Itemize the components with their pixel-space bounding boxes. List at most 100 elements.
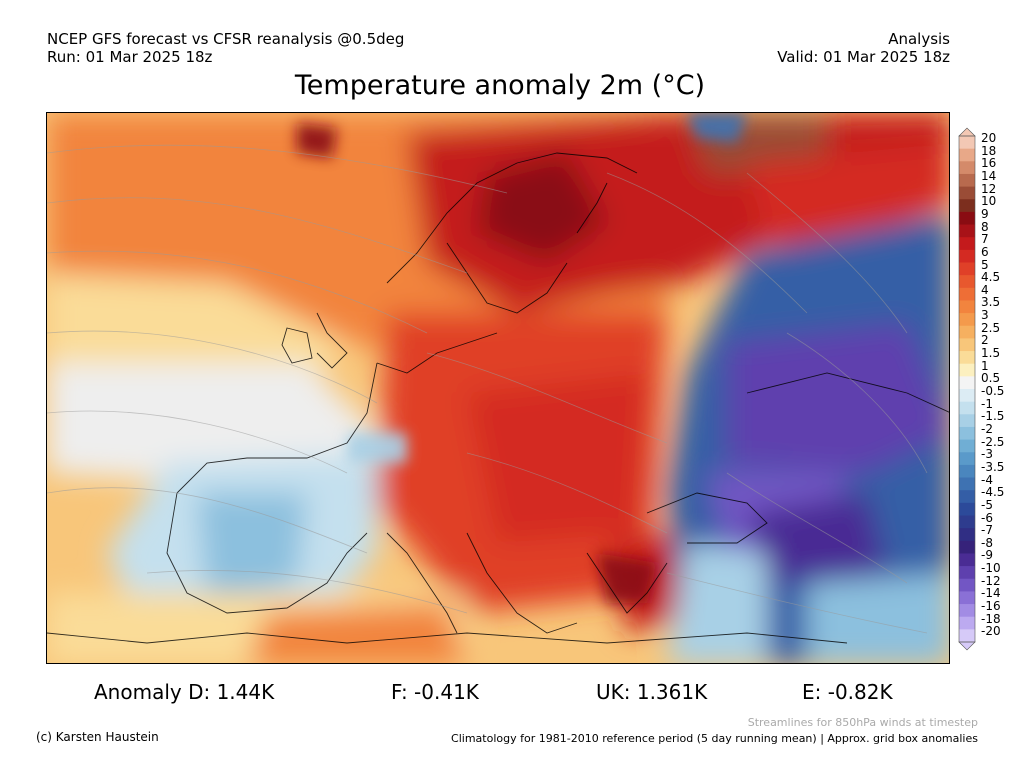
model-description: NCEP GFS forecast vs CFSR reanalysis @0.… [47,30,405,48]
color-swatch [959,300,975,314]
color-swatch [959,275,975,289]
scale-label: 18 [981,143,997,158]
anomaly-field [47,113,949,663]
color-swatch [959,389,975,403]
scale-label: 2 [981,333,989,348]
scale-label: -0.5 [981,384,1005,398]
scale-label: -3.5 [981,459,1005,474]
climatology-note: Climatology for 1981-2010 reference peri… [451,732,978,745]
color-swatch [959,528,975,542]
scale-label: 4.5 [981,270,1001,285]
color-swatch [959,426,975,441]
color-swatch [959,161,975,175]
scale-bottom-arrow [958,641,976,651]
scale-label: 16 [981,156,997,171]
color-swatch [959,401,975,415]
color-swatch [959,439,975,453]
scale-label: 0.5 [981,371,1001,386]
anomaly-spain: E: -0.82K [802,680,893,704]
anomaly-map [46,112,950,664]
scale-top-arrow [958,127,976,137]
scale-label: 3 [981,308,989,323]
streamline-note: Streamlines for 850hPa winds at timestep [747,716,978,729]
color-swatch [959,464,975,479]
color-swatch [959,363,975,377]
scale-label: -4.5 [981,485,1005,500]
scale-label: 2.5 [981,320,1001,335]
scale-label: -18 [981,611,1001,626]
scale-label: -12 [981,573,1001,588]
color-swatch [959,452,975,466]
scale-label: 7 [981,232,989,247]
anomaly-germany: Anomaly D: 1.44K [94,680,275,704]
color-swatch [959,616,975,630]
color-swatch [959,629,975,643]
scale-label: -5 [981,497,993,512]
color-scale-labels: 20 18 16 14 12 10 9 8 7 6 5 4.5 4 3.5 3 2.5 2 1.5 1 0.5 -0.5… [981,128,1021,650]
scale-label: 12 [981,181,997,196]
scale-label: -16 [981,599,1001,614]
scale-label: -3 [981,447,993,462]
valid-time: Valid: 01 Mar 2025 18z [777,48,950,66]
color-swatch [959,211,975,226]
color-swatch [959,477,975,491]
scale-label: 14 [981,168,997,183]
color-swatch [959,490,975,504]
header-left: NCEP GFS forecast vs CFSR reanalysis @0.… [47,30,404,66]
scale-label: -2.5 [981,434,1005,449]
scale-label: -10 [981,561,1001,576]
color-swatch [959,502,975,516]
color-swatch [959,173,975,188]
color-swatch [959,136,975,150]
scale-label: -1.5 [981,409,1005,424]
anomaly-uk: UK: 1.361K [596,680,708,704]
color-swatch [959,262,975,276]
scale-label: 9 [981,206,989,221]
scale-label: 1 [981,358,989,373]
color-swatch [959,313,975,327]
color-swatch [959,578,975,592]
color-swatch [959,566,975,580]
color-swatch [959,515,975,529]
color-swatch [959,604,975,618]
scale-label: -20 [981,624,1001,639]
scale-label: -6 [981,510,993,525]
color-swatch [959,351,975,365]
scale-label: 20 [981,131,997,145]
scale-label: 1.5 [981,346,1001,361]
scale-label: -7 [981,523,993,538]
color-scale-bar [958,127,976,651]
analysis-label: Analysis [888,30,950,48]
color-swatch [959,553,975,567]
color-swatch [959,186,975,200]
scale-label: -8 [981,535,993,550]
color-swatch [959,224,975,238]
scale-label: 10 [981,194,997,209]
map-title: Temperature anomaly 2m (°C) [294,70,706,101]
run-time: Run: 01 Mar 2025 18z [47,48,213,66]
scale-label: 5 [981,257,989,272]
scale-label: -9 [981,548,993,563]
scale-label: -4 [981,472,993,487]
header-right: Analysis Valid: 01 Mar 2025 18z [777,30,950,66]
scale-label: 3.5 [981,295,1001,310]
scale-label: -14 [981,586,1001,601]
color-swatch [959,325,975,339]
copyright-text: (c) Karsten Haustein [36,730,159,744]
scale-label: -1 [981,396,993,411]
color-swatch [959,287,975,301]
scale-label: -2 [981,421,993,436]
coastlines [47,152,949,644]
scale-label: 6 [981,244,989,259]
color-swatch [959,199,975,213]
color-swatch [959,540,975,554]
color-swatch [959,591,975,605]
scale-label: 4 [981,282,989,297]
scale-label: 8 [981,219,989,234]
color-swatch [959,414,975,428]
color-swatch [959,338,975,352]
color-swatch [959,376,975,390]
color-swatch [959,237,975,251]
streamlines [47,144,928,634]
color-swatch [959,148,975,162]
